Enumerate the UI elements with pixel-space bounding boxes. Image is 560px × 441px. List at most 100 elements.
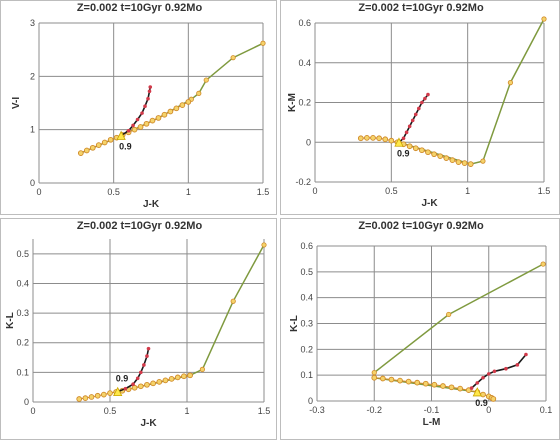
red-point [401,136,406,141]
orange-circle-point [88,394,95,400]
annotation-label: 0.9 [397,148,410,158]
x-tick-label: -0.2 [366,405,382,415]
orange-circle-point [181,373,187,380]
orange-circle-point [131,384,138,391]
red-point [486,372,491,376]
red-point [143,104,147,108]
x-axis-label: J-K [140,418,157,429]
red-point [126,128,131,133]
orange-circle-point [382,136,389,143]
green-line-point [371,369,377,376]
x-tick-label: 0 [486,405,491,415]
green-line-point [196,90,202,97]
y-axis-label: K-L [5,312,16,329]
chart-panel-bottom-left: Z=0.002 t=10Gyr 0.92Mo 0 0.1 0.2 0.3 0.4 0.5 0 0… [0,218,277,440]
orange-circle-point [89,144,96,151]
orange-circle-point [82,395,89,401]
orange-circle-point [357,135,364,142]
y-axis-label: V-I [11,97,22,109]
series-green-line [80,42,264,154]
triangle-marker [116,130,126,140]
y-tick-label: 0.5 [300,267,313,277]
orange-circle-point [419,147,425,154]
green-line-point [446,311,452,318]
orange-circle-point [405,378,412,385]
orange-circle-point [364,135,370,141]
orange-circle-point [143,120,150,127]
orange-circle-point [440,383,446,389]
orange-circle-point [185,99,192,105]
green-line-point [260,40,266,46]
chart-panel-bottom-right: Z=0.002 t=10Gyr 0.92Mo 0 0.1 0.2 0.3 0.4 0.5 0.… [280,218,560,440]
orange-circle-point [173,105,180,112]
series-green-line [373,263,544,393]
y-tick-label: 3 [30,18,35,28]
red-point [135,117,140,122]
orange-circle-point [144,381,150,388]
orange-circle-point [406,143,413,150]
chart-svg: Z=0.002 t=10Gyr 0.92Mo-0.200.20.40.60 0.5… [287,2,551,209]
orange-circle-point [455,159,462,165]
green-line-point [507,80,514,86]
orange-circle-point [388,137,395,144]
red-point [131,382,135,387]
y-tick-label: 0 [308,396,313,406]
y-tick-label: 2 [30,71,35,81]
orange-circle-point [425,149,431,156]
orange-circle-point [137,124,144,130]
y-tick-label: 0.2 [16,338,29,348]
red-point [145,354,149,358]
orange-circle-point [100,391,107,398]
red-point [142,363,146,367]
orange-circle-point [131,126,138,133]
x-tick-label: 1.5 [538,186,551,196]
orange-circle-point [437,153,444,160]
red-point [148,85,153,89]
x-axis-label: J-K [143,199,160,210]
orange-circle-point [467,161,474,167]
green-line-point [261,242,267,248]
orange-circle-point [397,377,403,384]
orange-circle-point [174,374,181,381]
orange-circle-point [137,383,144,390]
orange-circle-point [422,380,429,387]
orange-circle-point [465,387,472,394]
orange-circle-point [379,375,386,382]
x-tick-label: 1 [186,187,191,197]
annotation-label: 0.9 [475,398,488,408]
orange-circle-point [490,396,497,402]
chart-title: Z=0.002 t=10Gyr 0.92Mo [77,2,203,14]
y-tick-label: 0.3 [300,319,313,329]
red-point [146,346,151,351]
y-tick-label: 0.4 [16,278,29,288]
orange-circle-point [414,379,421,386]
orange-circle-point [101,139,108,146]
y-tick-label: 0.2 [298,98,311,108]
red-point [404,130,409,135]
orange-circle-point [77,150,84,156]
red-point [423,96,427,101]
x-tick-label: 0 [30,406,35,416]
triangle-marker [472,387,482,397]
orange-circle-point [179,102,186,108]
y-tick-label: 0.4 [300,293,313,303]
triangle-marker [113,386,123,397]
series-green-line [117,244,265,393]
orange-circle-point [376,135,382,142]
x-tick-label: 0 [36,187,41,197]
chart-title: Z=0.002 t=10Gyr 0.92Mo [358,220,484,232]
orange-circle-point [167,108,174,115]
orange-circle-point [107,136,114,143]
red-point [475,381,480,385]
red-point [417,106,421,111]
orange-circle-point [187,372,193,379]
orange-circle-point [107,390,113,396]
x-tick-label: 1 [184,406,189,416]
orange-circle-point [162,377,169,384]
y-tick-label: 0.4 [298,58,311,68]
chart-svg: Z=0.002 t=10Gyr 0.92Mo 0 0.1 0.2 0.3 0.4 0.5 0 0… [5,220,270,429]
red-point [410,118,415,123]
chart-panel-top-right: Z=0.002 t=10Gyr 0.92Mo -0.2 0 0.2 0.4 0.6 0 0.5… [280,0,560,215]
x-tick-label: 0.5 [107,187,120,197]
green-line-point [230,55,236,61]
